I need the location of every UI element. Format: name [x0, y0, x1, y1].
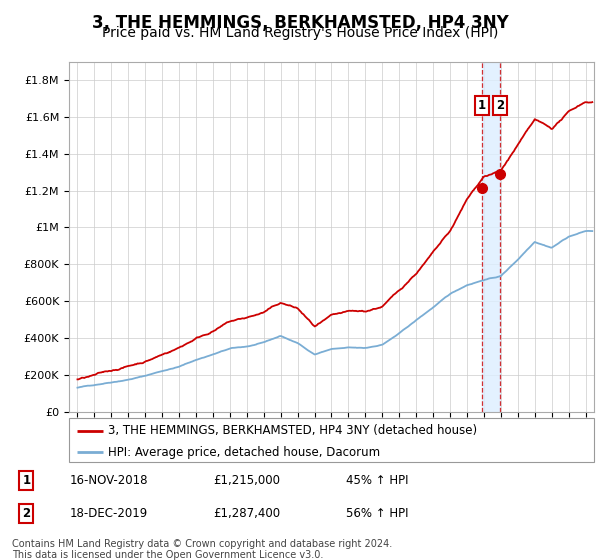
Text: HPI: Average price, detached house, Dacorum: HPI: Average price, detached house, Daco… — [109, 446, 380, 459]
Text: Contains HM Land Registry data © Crown copyright and database right 2024.
This d: Contains HM Land Registry data © Crown c… — [12, 539, 392, 560]
Text: 56% ↑ HPI: 56% ↑ HPI — [346, 507, 409, 520]
Text: 2: 2 — [496, 99, 504, 113]
Text: 1: 1 — [478, 99, 486, 113]
Text: £1,215,000: £1,215,000 — [214, 474, 281, 487]
Bar — [482, 62, 500, 412]
Text: 16-NOV-2018: 16-NOV-2018 — [70, 474, 148, 487]
FancyBboxPatch shape — [69, 418, 594, 462]
Text: 2: 2 — [22, 507, 31, 520]
Text: 45% ↑ HPI: 45% ↑ HPI — [346, 474, 409, 487]
Text: 18-DEC-2019: 18-DEC-2019 — [70, 507, 148, 520]
Text: 3, THE HEMMINGS, BERKHAMSTED, HP4 3NY: 3, THE HEMMINGS, BERKHAMSTED, HP4 3NY — [92, 14, 508, 32]
Text: Price paid vs. HM Land Registry's House Price Index (HPI): Price paid vs. HM Land Registry's House … — [102, 26, 498, 40]
Text: 1: 1 — [22, 474, 31, 487]
Text: 3, THE HEMMINGS, BERKHAMSTED, HP4 3NY (detached house): 3, THE HEMMINGS, BERKHAMSTED, HP4 3NY (d… — [109, 424, 478, 437]
Text: £1,287,400: £1,287,400 — [214, 507, 281, 520]
